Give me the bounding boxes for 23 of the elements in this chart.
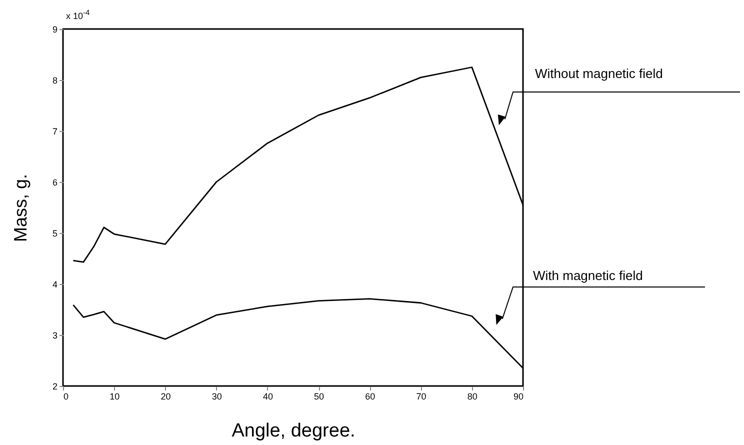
y-tick-label: 7 bbox=[52, 126, 58, 136]
y-tick-label: 3 bbox=[52, 330, 58, 340]
text: x 10$^{-4}$ bbox=[66, 8, 90, 21]
x-tick-label: 40 bbox=[262, 392, 273, 402]
x-tick-label: 10 bbox=[110, 392, 120, 402]
y-tick-label: 5 bbox=[52, 228, 58, 238]
text: With magnetic field bbox=[533, 268, 643, 283]
y-tick-label: 9 bbox=[52, 24, 58, 34]
x-tick-label: 80 bbox=[467, 392, 478, 402]
x-tick-label: 0 bbox=[64, 392, 69, 402]
x-tick-label: 30 bbox=[212, 392, 222, 402]
y-tick-label: 8 bbox=[52, 76, 58, 86]
x-tick-label: 60 bbox=[365, 392, 376, 402]
x-tick-label: 90 bbox=[513, 392, 524, 402]
y-axis-title: Mass, g. bbox=[10, 174, 30, 242]
y-tick-label: 2 bbox=[52, 382, 58, 392]
x-tick-label: 20 bbox=[160, 392, 171, 402]
x-tick-label: 50 bbox=[314, 392, 324, 402]
y-tick-label: 6 bbox=[52, 178, 58, 188]
x-tick-label: 70 bbox=[416, 392, 426, 402]
x-axis-title: Angle, degree. bbox=[232, 420, 356, 442]
text: Without magnetic field bbox=[535, 66, 663, 81]
y-tick-label: 4 bbox=[52, 280, 58, 290]
